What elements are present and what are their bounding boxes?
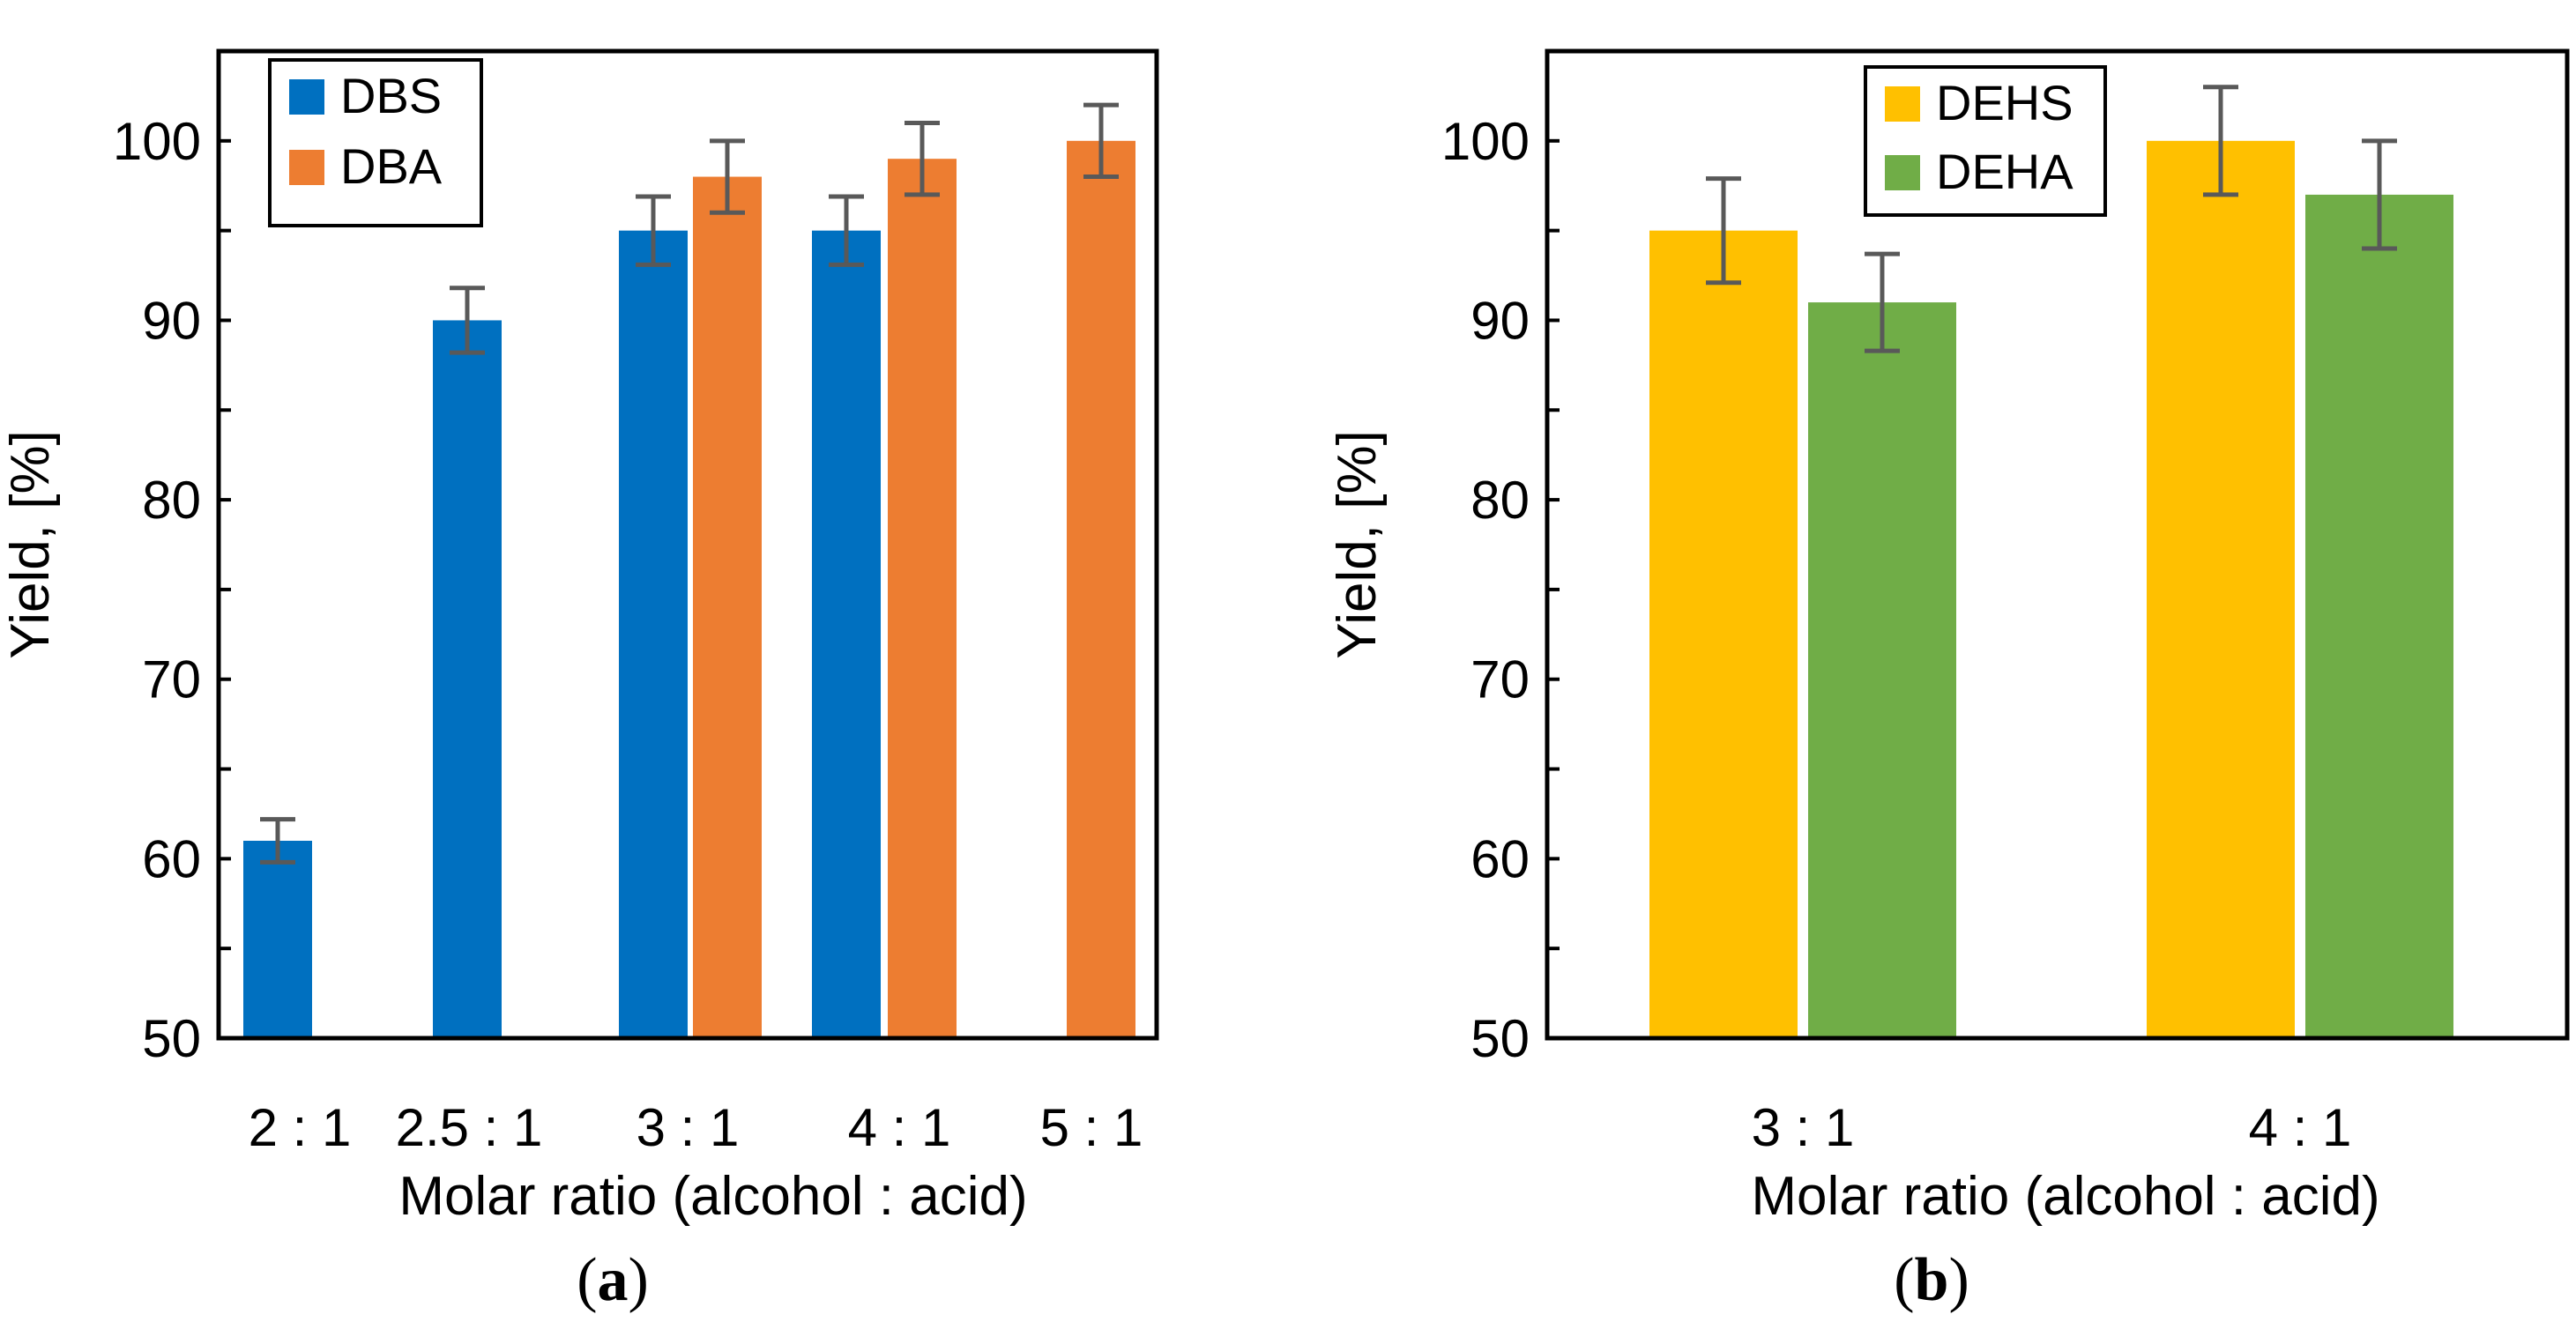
legend: DBS DBA (268, 58, 483, 227)
error-bar-deha-0 (1865, 251, 1900, 353)
error-bar-dehs-1 (2203, 85, 2238, 197)
y-tick-label-70: 70 (1470, 650, 1530, 709)
chart-a: 50 60 70 80 90 100 2 : 1 2.5 : 1 3 : 1 4 : 1 5 : 1… (0, 48, 1159, 1314)
y-tick-label-50: 50 (1470, 1009, 1530, 1068)
bar-dbs-0 (243, 841, 312, 1038)
y-tick-label-60: 60 (1470, 829, 1530, 888)
panel-label-close: ) (1948, 1246, 1969, 1314)
error-bar-dba-4 (1083, 102, 1119, 180)
panel-label: (a) (577, 1246, 649, 1314)
plot-frame (1545, 48, 2570, 1041)
y-tick-label-50: 50 (142, 1009, 201, 1068)
legend-swatch-dehs (1885, 86, 1920, 122)
error-bar-dbs-3 (829, 194, 864, 267)
legend-swatch-deha (1885, 155, 1920, 190)
legend-label-dbs: DBS (340, 68, 442, 123)
bar-dbs-3 (812, 230, 881, 1038)
legend-swatch-dbs (289, 79, 324, 115)
bar-dba-2 (693, 176, 762, 1038)
bar-dehs-1 (2147, 140, 2295, 1038)
legend-label-dehs: DEHS (1936, 75, 2073, 130)
x-tick-label-0: 2 : 1 (249, 1098, 352, 1157)
y-tick-label-60: 60 (142, 829, 201, 888)
legend: DEHS DEHA (1864, 65, 2107, 217)
bar-deha-0 (1808, 302, 1956, 1038)
error-bar-dbs-2 (636, 194, 671, 267)
y-tick-label-100: 100 (113, 112, 201, 171)
x-tick-label-0: 3 : 1 (1752, 1098, 1855, 1157)
y-tick-label-80: 80 (1470, 471, 1530, 530)
x-tick-label-1: 2.5 : 1 (396, 1098, 543, 1157)
error-bar-dehs-0 (1706, 176, 1741, 286)
bar-dba-4 (1067, 140, 1135, 1038)
panel-label-letter: a (598, 1246, 629, 1314)
error-bar-dbs-1 (450, 286, 485, 355)
x-tick-label-2: 3 : 1 (637, 1098, 740, 1157)
y-axis-title: Yield, [%] (1327, 430, 1388, 659)
legend-label-dba: DBA (340, 138, 443, 194)
error-bar-dba-2 (710, 138, 745, 215)
panel-label-close: ) (629, 1246, 649, 1314)
y-tick-label-90: 90 (1470, 291, 1530, 350)
bar-dbs-2 (619, 230, 688, 1038)
x-tick-label-3: 4 : 1 (848, 1098, 951, 1157)
chart-b: 50 60 70 80 90 100 3 : 1 4 : 1 Molar ratio (alco… (1327, 48, 2570, 1314)
legend-swatch-dba (289, 150, 324, 185)
panel-label-letter: b (1915, 1246, 1949, 1314)
error-bar-dbs-0 (260, 817, 295, 865)
panel-label-open: ( (1894, 1246, 1914, 1314)
plot-frame (216, 48, 1159, 1041)
error-bar-dba-3 (905, 120, 940, 197)
bar-dbs-1 (433, 320, 502, 1038)
x-axis-title: Molar ratio (alcohol : acid) (398, 1166, 1027, 1227)
error-bar-deha-1 (2362, 138, 2397, 251)
plot-area (1649, 85, 2453, 1039)
bar-deha-1 (2305, 194, 2453, 1039)
y-tick-label-70: 70 (142, 650, 201, 709)
panel-label: (b) (1894, 1246, 1969, 1314)
panel-label-open: ( (577, 1246, 597, 1314)
x-tick-label-1: 4 : 1 (2249, 1098, 2352, 1157)
y-tick-label-80: 80 (142, 471, 201, 530)
x-tick-label-4: 5 : 1 (1040, 1098, 1143, 1157)
bar-dehs-0 (1649, 230, 1798, 1038)
legend-label-deha: DEHA (1936, 144, 2073, 199)
y-axis-title: Yield, [%] (0, 430, 61, 659)
y-tick-label-100: 100 (1441, 112, 1530, 171)
y-tick-label-90: 90 (142, 291, 201, 350)
bar-dba-3 (888, 159, 957, 1038)
x-axis-title: Molar ratio (alcohol : acid) (1751, 1166, 2379, 1227)
plot-area (243, 102, 1135, 1038)
